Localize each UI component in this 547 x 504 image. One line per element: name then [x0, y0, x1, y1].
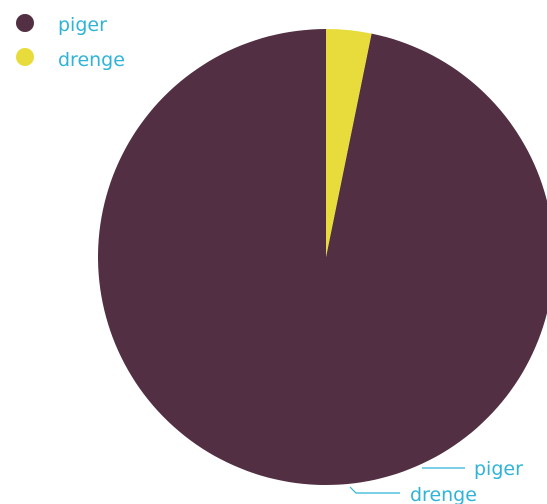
legend: piger drenge — [16, 14, 125, 71]
slice-label-text-piger: piger — [474, 458, 523, 480]
legend-swatch-drenge — [16, 48, 34, 66]
pie-slice-piger[interactable] — [98, 29, 547, 485]
legend-label-piger: piger — [58, 14, 107, 36]
legend-label-drenge: drenge — [58, 49, 125, 71]
legend-swatch-piger — [16, 14, 34, 32]
pie-slice-drenge[interactable] — [326, 29, 372, 257]
slice-label-drenge: drenge — [349, 484, 477, 504]
pie-slices — [98, 29, 547, 485]
slice-label-piger: piger — [422, 458, 523, 480]
slice-label-text-drenge: drenge — [410, 484, 477, 504]
legend-item-drenge[interactable]: drenge — [16, 48, 125, 71]
leader-line-drenge — [349, 486, 400, 494]
legend-item-piger[interactable]: piger — [16, 14, 107, 36]
slice-labels: piger drenge — [349, 458, 523, 504]
